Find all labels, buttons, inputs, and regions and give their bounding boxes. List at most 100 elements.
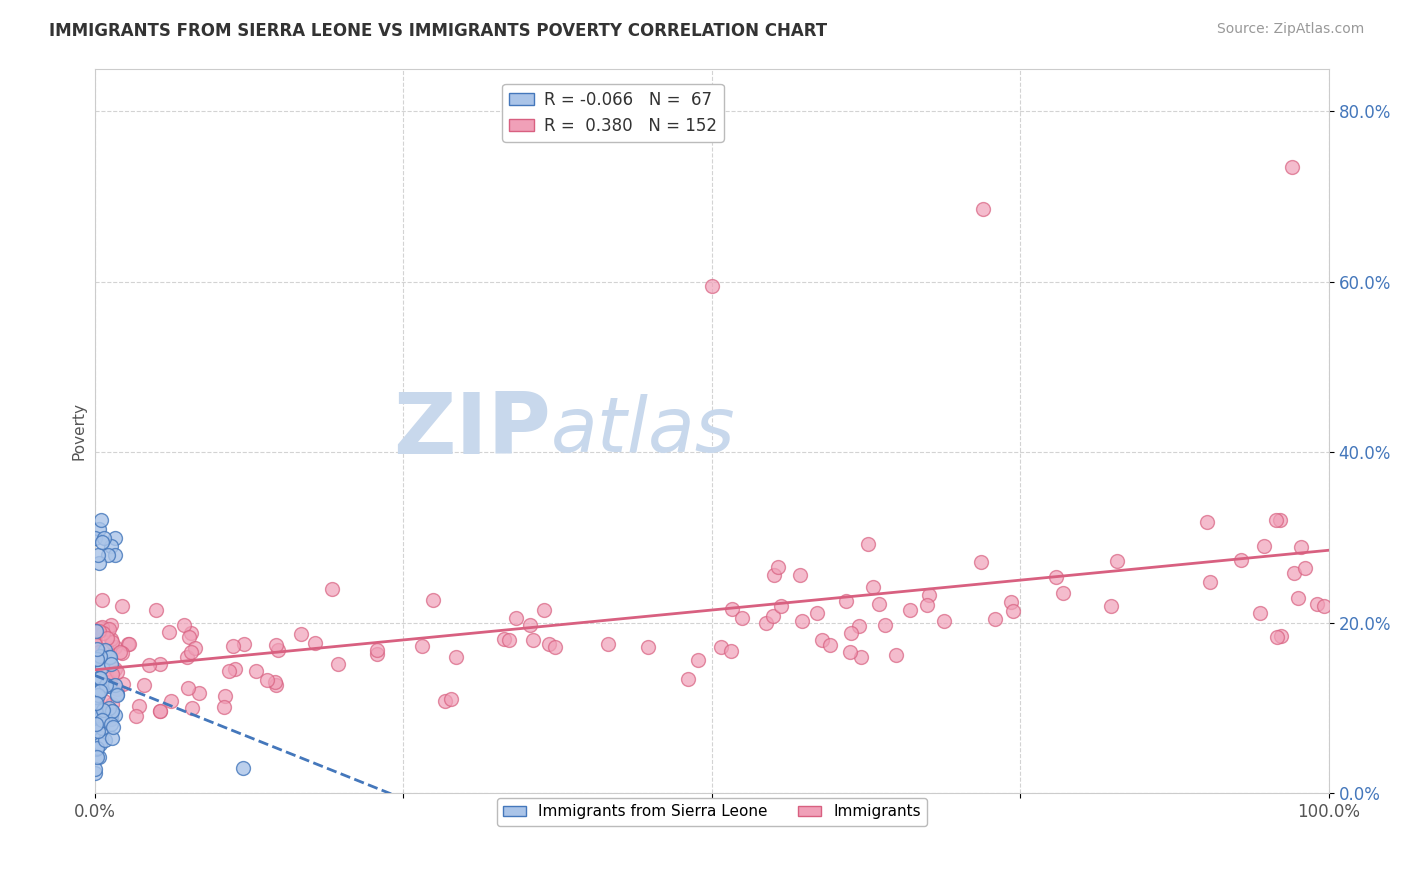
Point xyxy=(100,697,122,711)
Point xyxy=(160,694,183,708)
Point xyxy=(769,599,792,614)
Point xyxy=(87,707,110,722)
Point xyxy=(84,648,107,663)
Point xyxy=(637,640,659,654)
Point xyxy=(100,708,122,723)
Point xyxy=(90,682,112,697)
Point xyxy=(86,695,108,709)
Point xyxy=(214,690,236,704)
Point xyxy=(304,636,326,650)
Point xyxy=(84,741,107,756)
Point xyxy=(422,592,444,607)
Point xyxy=(87,548,110,562)
Point xyxy=(188,686,211,700)
Point xyxy=(1105,553,1128,567)
Point xyxy=(222,639,245,653)
Point xyxy=(101,667,124,681)
Point xyxy=(84,716,107,731)
Point xyxy=(1045,570,1067,584)
Point xyxy=(84,700,107,714)
Point xyxy=(101,635,124,649)
Point xyxy=(789,567,811,582)
Point xyxy=(180,625,202,640)
Point xyxy=(84,531,107,545)
Point xyxy=(86,642,108,657)
Point xyxy=(839,625,862,640)
Point xyxy=(83,766,105,780)
Point xyxy=(1249,606,1271,620)
Point xyxy=(1281,160,1303,174)
Point xyxy=(1195,515,1218,529)
Point xyxy=(970,555,993,569)
Point xyxy=(676,672,699,686)
Point xyxy=(96,678,118,692)
Point xyxy=(84,696,107,710)
Point xyxy=(87,704,110,718)
Point xyxy=(89,645,111,659)
Point xyxy=(180,645,202,659)
Point xyxy=(180,701,202,715)
Point xyxy=(1265,630,1288,644)
Text: atlas: atlas xyxy=(551,394,735,468)
Point xyxy=(1312,599,1334,613)
Point xyxy=(720,644,742,658)
Point xyxy=(537,637,560,651)
Point xyxy=(96,642,118,657)
Point xyxy=(86,652,108,666)
Point xyxy=(93,694,115,708)
Point xyxy=(1230,553,1253,567)
Point xyxy=(138,658,160,673)
Point xyxy=(86,652,108,666)
Point xyxy=(100,657,122,671)
Point xyxy=(1253,539,1275,553)
Point xyxy=(90,715,112,730)
Point xyxy=(89,648,111,663)
Point xyxy=(918,588,941,602)
Point xyxy=(86,711,108,725)
Point xyxy=(763,568,786,582)
Point xyxy=(149,704,172,718)
Point xyxy=(96,622,118,636)
Point xyxy=(111,676,134,690)
Point xyxy=(1289,540,1312,554)
Point xyxy=(218,665,240,679)
Point xyxy=(721,602,744,616)
Point xyxy=(91,620,114,634)
Point xyxy=(184,640,207,655)
Point xyxy=(321,582,343,597)
Point xyxy=(100,711,122,725)
Point xyxy=(972,202,994,217)
Point xyxy=(84,650,107,665)
Point xyxy=(849,650,872,665)
Point xyxy=(84,690,107,704)
Point xyxy=(128,698,150,713)
Point xyxy=(111,599,134,613)
Point xyxy=(90,731,112,746)
Point xyxy=(96,668,118,682)
Point xyxy=(263,674,285,689)
Point xyxy=(87,724,110,739)
Point xyxy=(145,603,167,617)
Point xyxy=(103,548,125,562)
Point xyxy=(89,714,111,728)
Point xyxy=(755,615,778,630)
Point xyxy=(132,678,155,692)
Point xyxy=(858,537,880,551)
Point xyxy=(104,640,127,654)
Point xyxy=(91,703,114,717)
Point xyxy=(104,662,127,676)
Point xyxy=(96,631,118,645)
Point xyxy=(101,704,124,718)
Point xyxy=(245,664,267,678)
Point xyxy=(411,639,433,653)
Point xyxy=(91,660,114,674)
Y-axis label: Poverty: Poverty xyxy=(72,402,86,460)
Point xyxy=(1198,574,1220,589)
Point xyxy=(762,609,785,624)
Point xyxy=(790,614,813,628)
Point xyxy=(90,681,112,696)
Point xyxy=(100,539,122,553)
Point xyxy=(898,602,921,616)
Point xyxy=(118,637,141,651)
Point xyxy=(97,650,120,665)
